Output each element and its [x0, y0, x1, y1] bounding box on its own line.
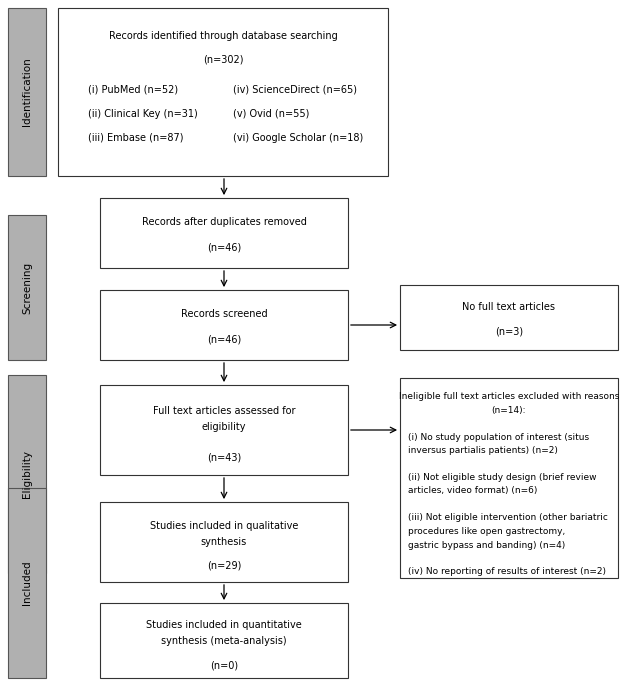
Bar	[58, 8, 388, 176]
Bar	[8, 215, 46, 360]
Bar	[100, 290, 348, 360]
Text: gastric bypass and banding) (n=4): gastric bypass and banding) (n=4)	[408, 541, 565, 550]
Text: (n=43): (n=43)	[207, 452, 241, 462]
Bar	[100, 385, 348, 475]
Text: eligibility: eligibility	[202, 422, 246, 432]
Text: Identification: Identification	[22, 58, 32, 126]
Text: (ii) Not eligible study design (brief review: (ii) Not eligible study design (brief re…	[408, 473, 597, 482]
Text: (v) Ovid (n=55): (v) Ovid (n=55)	[233, 109, 309, 119]
Text: (n=14):: (n=14):	[492, 405, 526, 414]
Bar	[8, 488, 46, 678]
Bar	[100, 603, 348, 678]
Text: (n=46): (n=46)	[207, 335, 241, 345]
Text: Full text articles assessed for: Full text articles assessed for	[152, 406, 295, 416]
Bar	[8, 8, 46, 176]
Text: Studies included in qualitative: Studies included in qualitative	[150, 521, 298, 531]
Text: synthesis: synthesis	[201, 537, 247, 547]
Text: Records identified through database searching: Records identified through database sear…	[108, 31, 338, 41]
Text: No full text articles: No full text articles	[462, 302, 556, 312]
Bar	[8, 375, 46, 573]
Bar	[400, 378, 618, 578]
Text: Screening: Screening	[22, 262, 32, 313]
Text: synthesis (meta-analysis): synthesis (meta-analysis)	[161, 636, 287, 646]
Text: Included: Included	[22, 561, 32, 605]
Text: Records after duplicates removed: Records after duplicates removed	[142, 217, 306, 227]
Text: procedures like open gastrectomy,: procedures like open gastrectomy,	[408, 527, 565, 536]
Text: (iii) Embase (n=87): (iii) Embase (n=87)	[88, 133, 183, 143]
Text: (iv) No reporting of results of interest (n=2): (iv) No reporting of results of interest…	[408, 567, 606, 576]
Text: (n=29): (n=29)	[207, 561, 241, 571]
Text: (vi) Google Scholar (n=18): (vi) Google Scholar (n=18)	[233, 133, 364, 143]
Text: (n=46): (n=46)	[207, 243, 241, 253]
Bar	[100, 502, 348, 582]
Text: Eligibility: Eligibility	[22, 450, 32, 498]
Text: articles, video format) (n=6): articles, video format) (n=6)	[408, 486, 537, 495]
Text: (n=302): (n=302)	[203, 55, 243, 65]
Text: (iii) Not eligible intervention (other bariatric: (iii) Not eligible intervention (other b…	[408, 513, 608, 523]
Text: (i) PubMed (n=52): (i) PubMed (n=52)	[88, 85, 178, 95]
Text: (n=0): (n=0)	[210, 660, 238, 670]
Bar	[100, 198, 348, 268]
Text: (iv) ScienceDirect (n=65): (iv) ScienceDirect (n=65)	[233, 85, 357, 95]
Text: Studies included in quantitative: Studies included in quantitative	[146, 620, 302, 630]
Bar	[400, 285, 618, 350]
Text: (ii) Clinical Key (n=31): (ii) Clinical Key (n=31)	[88, 109, 198, 119]
Text: Records screened: Records screened	[181, 309, 267, 319]
Text: Ineligible full text articles excluded with reasons: Ineligible full text articles excluded w…	[399, 392, 619, 401]
Text: (n=3): (n=3)	[495, 326, 523, 336]
Text: (i) No study population of interest (situs: (i) No study population of interest (sit…	[408, 433, 589, 442]
Text: inversus partialis patients) (n=2): inversus partialis patients) (n=2)	[408, 446, 558, 455]
